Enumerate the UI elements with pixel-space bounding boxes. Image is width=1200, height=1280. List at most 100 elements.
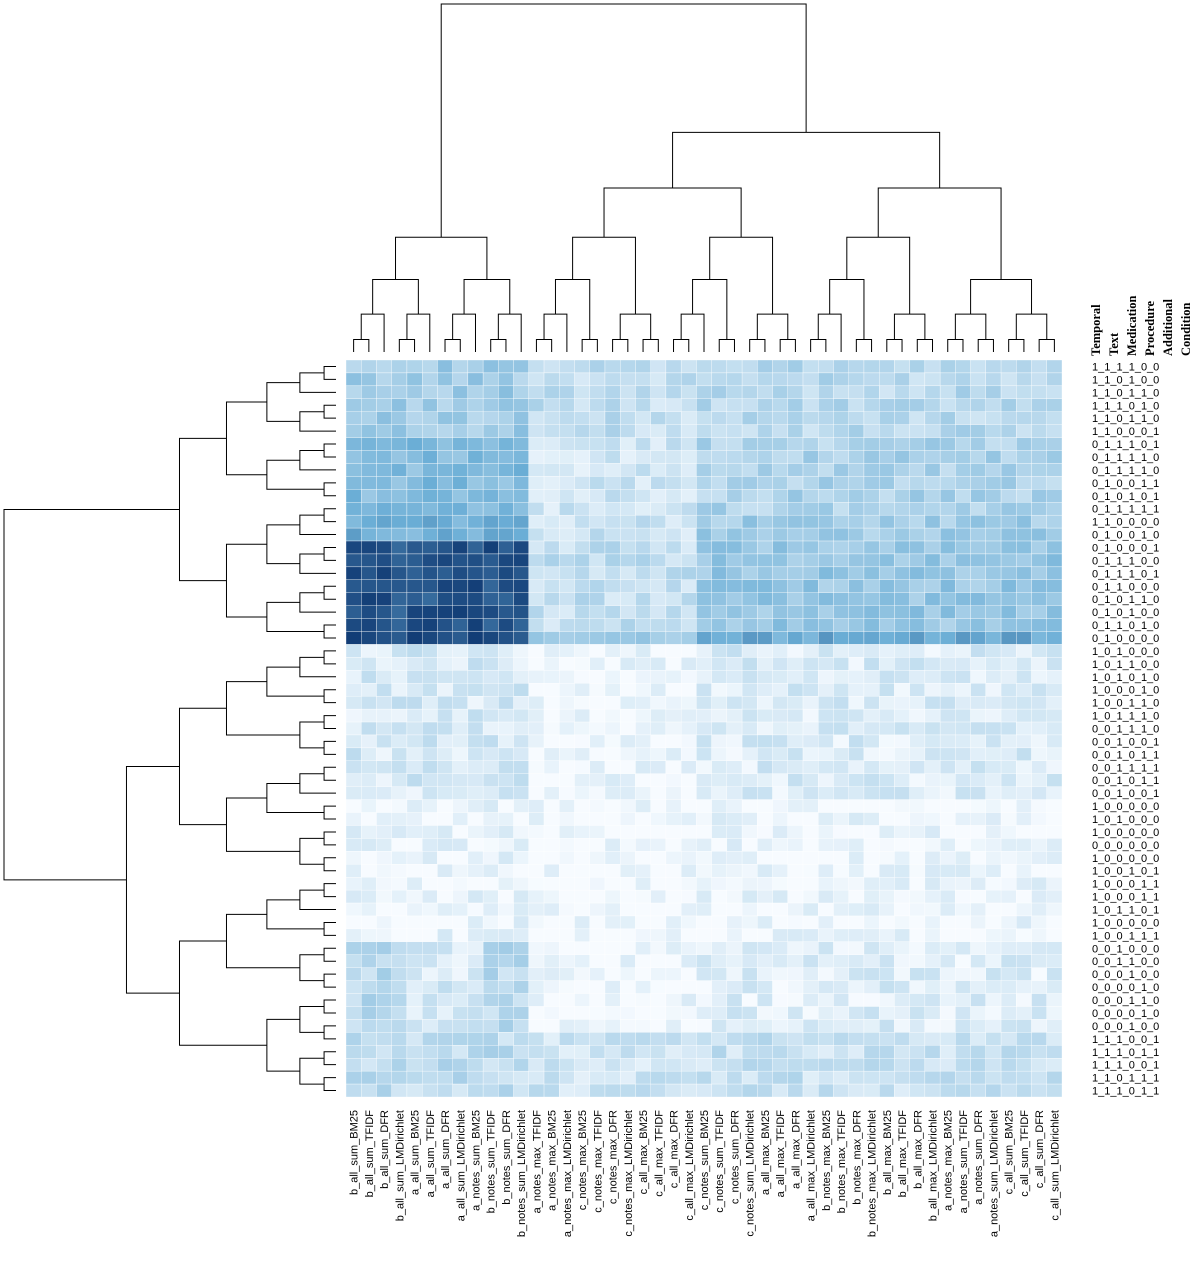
heatmap-cell [1046, 1032, 1063, 1046]
heatmap-cell [924, 734, 941, 749]
heatmap-cell [1031, 450, 1047, 464]
heatmap-cell [620, 631, 636, 645]
row-dendrogram-link [299, 1005, 325, 1033]
heatmap-cell [452, 411, 469, 425]
heatmap-cell [741, 502, 758, 516]
heatmap-cell [513, 631, 529, 645]
heatmap-cell [1031, 941, 1047, 955]
heatmap-cell [909, 1032, 926, 1046]
column-label: a_notes_sum_LMDirichlet [988, 1110, 1000, 1237]
heatmap-cell [711, 980, 728, 994]
heatmap-cell [1046, 928, 1063, 943]
heatmap-cell [818, 708, 834, 723]
heatmap-cell [909, 696, 926, 710]
heatmap-cell [818, 1045, 834, 1059]
heatmap-cell [680, 372, 697, 387]
heatmap-cell [406, 385, 423, 399]
heatmap-cell [1000, 993, 1017, 1007]
heatmap-cell [726, 747, 743, 761]
heatmap-cell [498, 812, 514, 826]
heatmap-cell [635, 631, 651, 645]
row-label: 0_0_0_0_0_0 [1092, 840, 1159, 852]
heatmap-cell [437, 825, 453, 839]
heatmap-cell [361, 618, 377, 632]
heatmap-cell [467, 902, 484, 917]
heatmap-cell [345, 1019, 362, 1033]
heatmap-cell [589, 411, 606, 425]
heatmap-cell [787, 773, 804, 787]
heatmap-cell [726, 902, 743, 917]
heatmap-cell [787, 385, 804, 399]
heatmap-cell [482, 1045, 499, 1059]
heatmap-cell [482, 437, 499, 451]
heatmap-cell [345, 411, 362, 425]
heatmap-cell [574, 954, 590, 968]
heatmap-cell [620, 411, 636, 425]
heatmap-cell [680, 928, 697, 943]
heatmap-cell [848, 502, 865, 516]
heatmap-cell [498, 670, 514, 684]
heatmap-cell [848, 514, 865, 529]
heatmap-cell [818, 566, 834, 580]
heatmap-cell [879, 747, 895, 761]
heatmap-cell [467, 721, 484, 736]
heatmap-cell [1000, 696, 1017, 710]
heatmap-cell [559, 553, 575, 568]
heatmap-cell [848, 1058, 865, 1072]
heatmap-cell [604, 747, 621, 761]
heatmap-cell [650, 799, 667, 813]
heatmap-cell [879, 579, 895, 593]
heatmap-cell [970, 502, 987, 516]
heatmap-cell [970, 773, 987, 787]
heatmap-cell [772, 437, 788, 451]
heatmap-cell [680, 941, 697, 955]
heatmap-cell [1016, 566, 1032, 580]
heatmap-cell [543, 463, 560, 477]
heatmap-cell [421, 437, 438, 451]
heatmap-cell [787, 450, 804, 464]
heatmap-cell [498, 450, 514, 464]
heatmap-cell [1016, 967, 1032, 981]
heatmap-cell [589, 437, 606, 451]
row-header-label: Procedure [1143, 300, 1157, 356]
heatmap-cell [757, 773, 773, 787]
heatmap-cell [345, 773, 362, 787]
heatmap-cell [711, 1019, 728, 1033]
heatmap-cell [955, 721, 971, 736]
heatmap-cell [452, 1083, 469, 1098]
heatmap-cell [802, 566, 819, 580]
heatmap-cell [818, 683, 834, 697]
heatmap-cell [345, 889, 362, 904]
heatmap-cell [437, 683, 453, 697]
heatmap-cell [543, 1006, 560, 1020]
heatmap-cell [513, 928, 529, 943]
row-label: 0_0_1_0_0_0 [1092, 943, 1159, 955]
heatmap-cell [559, 527, 575, 542]
heatmap-cell [665, 1070, 682, 1085]
heatmap-cell [589, 760, 606, 774]
heatmap-cell [1000, 631, 1017, 645]
heatmap-cell [802, 825, 819, 839]
heatmap-cell [848, 411, 865, 425]
heatmap-cell [467, 618, 484, 632]
heatmap-cell [680, 980, 697, 994]
column-dendrogram-link [970, 279, 1033, 315]
heatmap-cell [879, 527, 895, 542]
heatmap-cell [421, 1058, 438, 1072]
row-header-label: Condition [1179, 302, 1193, 356]
heatmap-cell [970, 579, 987, 593]
heatmap-cell [894, 579, 910, 593]
heatmap-cell [620, 540, 636, 555]
heatmap-cell [680, 644, 697, 658]
column-label: a_all_sum_BM25 [410, 1110, 422, 1195]
heatmap-cell [879, 437, 895, 451]
heatmap-cell [513, 1070, 529, 1085]
column-dendrogram-link [619, 313, 652, 340]
heatmap-cell [604, 928, 621, 943]
heatmap-cell [802, 540, 819, 555]
heatmap-cell [345, 618, 362, 632]
heatmap-cell [879, 812, 895, 826]
heatmap-cell [543, 1019, 560, 1033]
heatmap-cell [741, 1019, 758, 1033]
heatmap-cell [787, 540, 804, 555]
